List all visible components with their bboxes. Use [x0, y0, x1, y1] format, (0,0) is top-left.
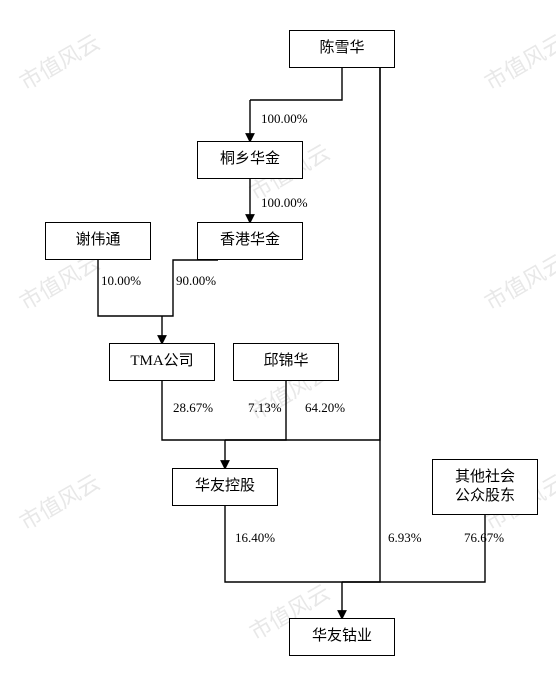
node-xieweitong: 谢伟通: [45, 222, 151, 260]
node-label: 桐乡华金: [220, 150, 280, 170]
edge-label-tongxiang-hkhuajin: 100.00%: [261, 195, 308, 211]
edge-chenxuehua-tongxiang: [250, 68, 342, 100]
node-qiujinhua: 邱锦华: [233, 343, 339, 381]
node-label: 陈雪华: [319, 39, 364, 59]
node-label: 邱锦华: [263, 352, 308, 372]
watermark: 市值风云: [13, 465, 105, 537]
edge-label-chenxuehua-huayoukg: 64.20%: [305, 400, 345, 416]
edge-label-tma-huayoukg: 28.67%: [173, 400, 213, 416]
edge-label-hkhuajin-tma: 90.00%: [176, 273, 216, 289]
node-label: 华友钴业: [312, 627, 372, 647]
edge-others-huayougy: [342, 515, 485, 582]
edge-label-huayoukg-huayougy: 16.40%: [235, 530, 275, 546]
watermark: 市值风云: [478, 25, 556, 97]
edge-label-xieweitong-tma: 10.00%: [101, 273, 141, 289]
node-label: TMA公司: [130, 352, 193, 372]
edge-chenxuehua-huayougy: [342, 68, 380, 582]
node-label: 华友控股: [195, 477, 255, 497]
watermark: 市值风云: [13, 25, 105, 97]
node-huayougy: 华友钴业: [289, 618, 395, 656]
node-hkhuajin: 香港华金: [197, 222, 303, 260]
node-chenxuehua: 陈雪华: [289, 30, 395, 68]
watermark: 市值风云: [478, 245, 556, 317]
edge-label-chenxuehua-tongxiang: 100.00%: [261, 111, 308, 127]
edge-label-others-huayougy: 76.67%: [464, 530, 504, 546]
edge-label-qiujinhua-huayoukg: 7.13%: [248, 400, 282, 416]
node-huayoukg: 华友控股: [172, 468, 278, 506]
node-tongxiang: 桐乡华金: [197, 141, 303, 179]
node-label: 其他社会 公众股东: [455, 468, 515, 507]
node-label: 香港华金: [220, 231, 280, 251]
node-others: 其他社会 公众股东: [432, 459, 538, 515]
node-label: 谢伟通: [75, 231, 120, 251]
edge-label-chenxuehua-huayougy: 6.93%: [388, 530, 422, 546]
node-tma: TMA公司: [109, 343, 215, 381]
